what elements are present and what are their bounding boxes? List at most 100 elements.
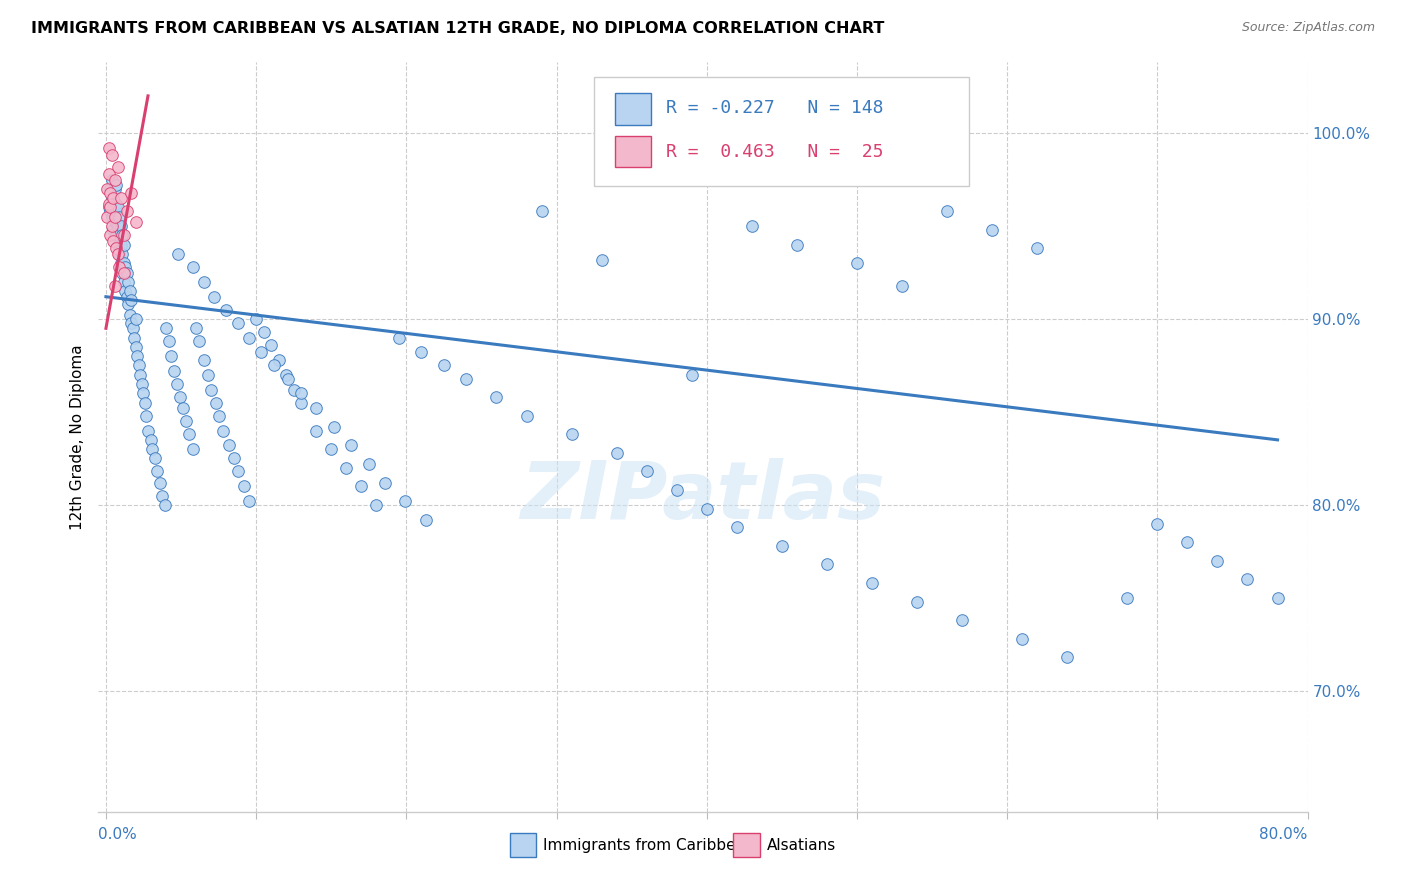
Point xyxy=(200,383,222,397)
Point xyxy=(606,446,628,460)
Point xyxy=(103,234,125,248)
Point xyxy=(485,390,508,404)
Point xyxy=(1146,516,1168,531)
Point xyxy=(96,210,118,224)
Point xyxy=(103,186,125,200)
Point xyxy=(1026,241,1049,255)
Point xyxy=(204,395,226,409)
Point xyxy=(115,290,138,304)
Point xyxy=(111,247,134,261)
Point xyxy=(357,457,380,471)
Point xyxy=(108,260,131,274)
Point xyxy=(222,451,245,466)
Point xyxy=(681,368,703,382)
Point xyxy=(107,219,129,233)
Point xyxy=(350,479,373,493)
Point xyxy=(218,438,240,452)
Point xyxy=(1056,650,1078,665)
Point xyxy=(162,364,184,378)
Point xyxy=(104,278,127,293)
Point xyxy=(132,386,155,401)
Point xyxy=(101,172,124,186)
Point xyxy=(1177,535,1199,549)
Point xyxy=(136,424,159,438)
Text: ZIPatlas: ZIPatlas xyxy=(520,458,886,536)
Point xyxy=(815,558,838,572)
Point xyxy=(146,465,169,479)
Point xyxy=(1236,572,1258,586)
Point xyxy=(100,201,122,215)
Point xyxy=(131,377,153,392)
Bar xyxy=(614,93,651,125)
Point xyxy=(290,386,312,401)
Point xyxy=(105,241,128,255)
Point xyxy=(305,401,328,416)
Point xyxy=(97,196,120,211)
Point xyxy=(122,321,145,335)
Point xyxy=(125,215,148,229)
Point xyxy=(104,172,127,186)
Point xyxy=(125,312,148,326)
Point xyxy=(111,228,134,243)
Point xyxy=(150,489,173,503)
Point xyxy=(107,247,129,261)
Point xyxy=(121,186,143,200)
Point xyxy=(277,371,299,385)
Point xyxy=(323,420,346,434)
Point xyxy=(104,182,127,196)
Point xyxy=(249,345,271,359)
Point xyxy=(112,275,135,289)
Point xyxy=(118,284,141,298)
Point xyxy=(125,340,148,354)
Point xyxy=(177,427,200,442)
Point xyxy=(135,409,157,423)
Point xyxy=(193,275,215,289)
Point xyxy=(153,498,176,512)
Point xyxy=(128,359,150,373)
Text: R = -0.227   N = 148: R = -0.227 N = 148 xyxy=(665,99,883,117)
Text: 0.0%: 0.0% xyxy=(98,827,138,841)
Point xyxy=(184,321,207,335)
Point xyxy=(103,191,125,205)
Point xyxy=(100,204,122,219)
Point xyxy=(770,539,793,553)
Point xyxy=(388,330,411,344)
Point xyxy=(174,414,197,428)
Point xyxy=(181,442,204,457)
Point xyxy=(253,325,276,339)
Point xyxy=(110,219,132,233)
Point xyxy=(157,334,180,349)
Point xyxy=(159,349,181,363)
Point xyxy=(97,141,120,155)
Point xyxy=(167,247,190,261)
Point xyxy=(215,302,238,317)
Point xyxy=(415,513,437,527)
Point xyxy=(245,312,267,326)
Point xyxy=(129,368,152,382)
Point xyxy=(786,237,808,252)
Text: IMMIGRANTS FROM CARIBBEAN VS ALSATIAN 12TH GRADE, NO DIPLOMA CORRELATION CHART: IMMIGRANTS FROM CARIBBEAN VS ALSATIAN 12… xyxy=(31,21,884,37)
Text: R =  0.463   N =  25: R = 0.463 N = 25 xyxy=(665,143,883,161)
Point xyxy=(100,182,122,196)
Text: Immigrants from Caribbean: Immigrants from Caribbean xyxy=(543,838,755,853)
Point xyxy=(115,204,138,219)
Bar xyxy=(734,833,759,856)
Point xyxy=(936,204,959,219)
Point xyxy=(112,228,135,243)
Text: Source: ZipAtlas.com: Source: ZipAtlas.com xyxy=(1241,21,1375,35)
Point xyxy=(121,316,143,330)
Point xyxy=(117,297,139,311)
Point xyxy=(202,290,225,304)
Point xyxy=(1011,632,1033,646)
Point xyxy=(169,390,191,404)
Point xyxy=(96,182,118,196)
Text: 80.0%: 80.0% xyxy=(1260,827,1308,841)
Y-axis label: 12th Grade, No Diploma: 12th Grade, No Diploma xyxy=(70,344,86,530)
Point xyxy=(260,338,283,352)
Point xyxy=(104,210,127,224)
Point xyxy=(207,409,229,423)
FancyBboxPatch shape xyxy=(595,78,969,186)
Point xyxy=(591,252,613,267)
Point xyxy=(321,442,343,457)
Point xyxy=(1206,554,1229,568)
